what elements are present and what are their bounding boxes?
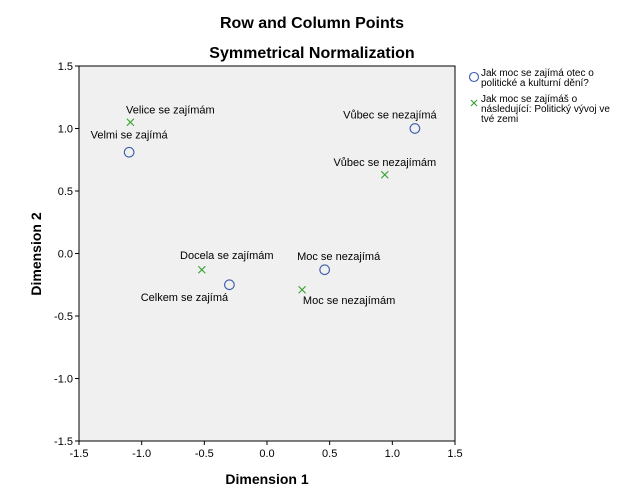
marker-stroke [126,118,135,127]
y-tick-label: -0.5 [54,311,73,323]
y-axis-title: Dimension 2 [28,212,44,295]
y-tick-label: 0.0 [58,249,73,261]
point-label: Velmi se zajímá [91,129,169,141]
y-tick-label: 1.0 [58,124,73,136]
legend-entry-line: Jak moc se zajímáš o [481,94,578,105]
chart-title: Row and Column Points [220,15,404,32]
marker-stroke [380,170,389,179]
plot-area [78,65,456,442]
x-tick-label: 1.5 [447,448,462,460]
x-tick-label: 0.0 [259,448,274,460]
point-label: Docela se zajímám [180,250,274,262]
legend-x-marker [470,99,478,107]
legend-entry-line: následující: Politický vývoj ve [481,104,610,115]
chart-subtitle: Symmetrical Normalization [209,45,414,62]
column-point-marker [126,118,135,127]
marker-stroke [470,99,478,107]
row-point-marker [409,123,421,134]
legend-circle-marker [468,71,480,83]
legend-entry-line: politické a kulturní dění? [481,78,589,89]
point-label: Vůbec se nezajímám [333,157,436,169]
x-tick-label: 0.5 [322,448,337,460]
marker-stroke [197,265,206,274]
point-label: Vůbec se nezajímá [343,110,437,122]
x-tick-label: -1.0 [132,448,151,460]
column-point-marker [380,170,389,179]
legend-entry-line: Jak moc se zajímá otec o [481,68,594,79]
y-tick-label: -1.0 [54,374,73,386]
y-tick-label: 0.5 [58,186,73,198]
x-axis-title: Dimension 1 [225,471,308,487]
legend-entry-line: tvé zemi [481,114,518,125]
marker-stroke [298,285,306,294]
x-tick-label: -1.5 [70,448,89,460]
point-label: Celkem se zajímá [141,292,229,304]
point-label: Moc se nezajímám [303,295,395,307]
row-point-marker [123,146,135,158]
point-label: Moc se nezajímá [297,251,381,263]
row-point-marker [319,264,331,276]
row-point-marker [224,279,235,291]
y-tick-label: 1.5 [58,61,73,73]
x-tick-label: -0.5 [195,448,214,460]
point-label: Velice se zajímám [126,104,215,116]
x-tick-label: 1.0 [385,448,400,460]
column-point-marker [298,285,306,294]
y-tick-label: -1.5 [54,436,73,448]
column-point-marker [197,265,206,274]
